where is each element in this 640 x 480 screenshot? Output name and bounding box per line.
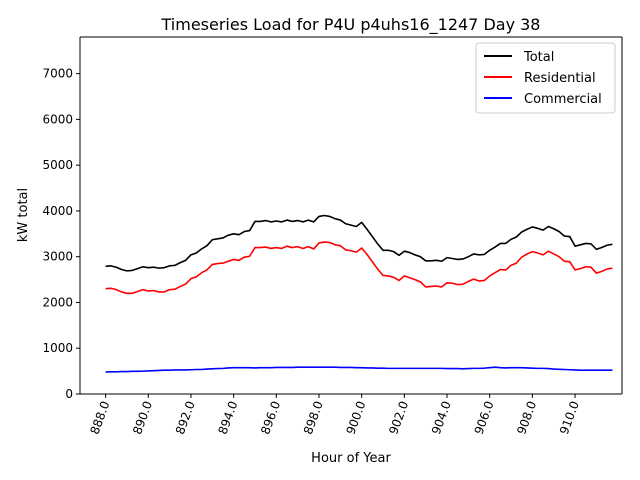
plot-frame <box>79 36 623 395</box>
legend-label-total: Total <box>523 50 554 65</box>
series-line-residential <box>105 241 613 295</box>
series-line-total <box>105 214 613 272</box>
legend: Total Residential Commercial <box>475 42 616 114</box>
legend-frame <box>475 42 616 114</box>
y-tick-label: 1000 <box>42 341 73 355</box>
chart-title: Timeseries Load for P4U p4uhs16_1247 Day… <box>161 15 541 35</box>
y-tick-label: 2000 <box>42 295 73 309</box>
series-lines <box>105 214 613 373</box>
legend-label-residential: Residential <box>524 71 596 86</box>
y-tick-label: 4000 <box>42 204 73 218</box>
y-tick-label: 5000 <box>42 158 73 172</box>
legend-label-commercial: Commercial <box>524 92 602 107</box>
y-tick-label: 6000 <box>42 112 73 126</box>
x-axis-label: Hour of Year <box>311 451 391 466</box>
y-tick-label: 3000 <box>42 250 73 264</box>
y-axis-label: kW total <box>16 188 31 242</box>
y-tick-label: 0 <box>65 387 73 401</box>
y-tick-label: 7000 <box>42 67 73 81</box>
series-line-commercial <box>105 366 613 373</box>
y-axis-ticks: 0 1000 2000 3000 4000 5000 6000 7000 <box>42 67 80 401</box>
